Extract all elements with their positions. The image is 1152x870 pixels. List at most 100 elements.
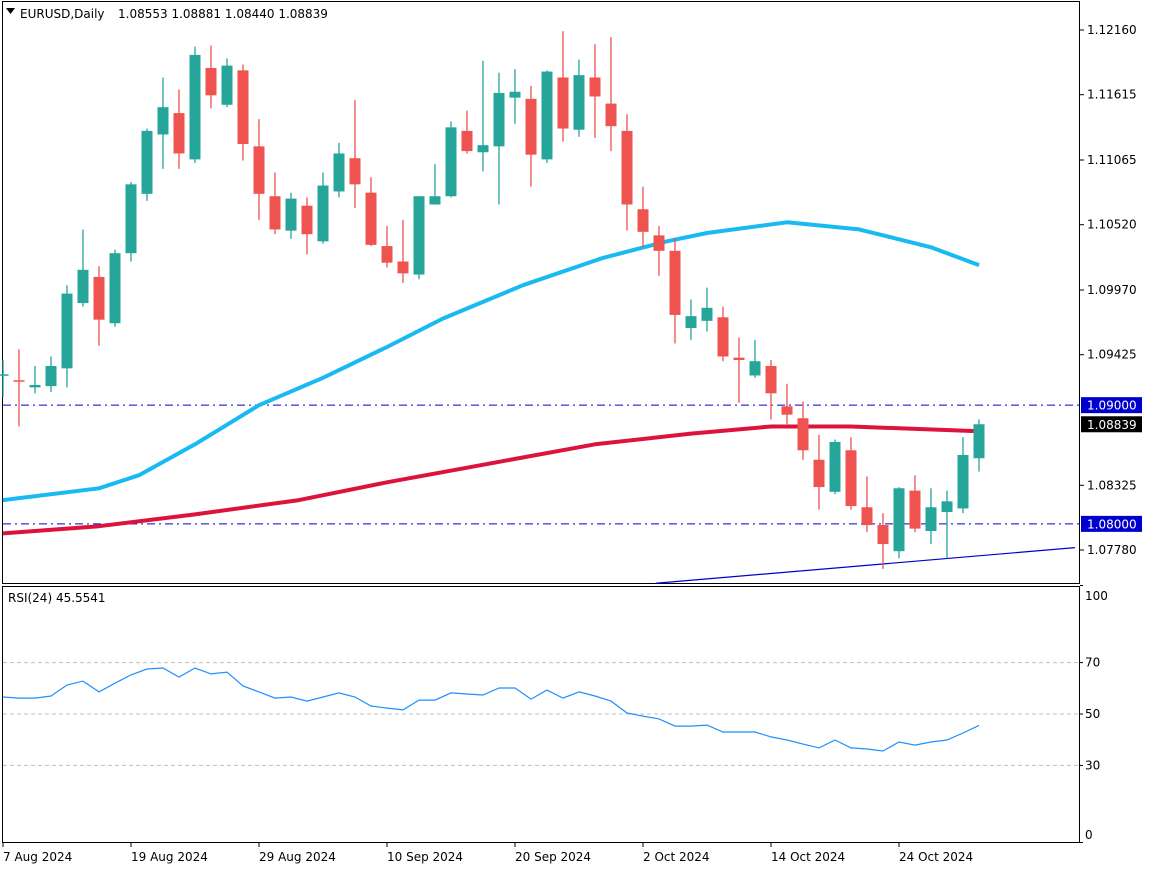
candle-body [797, 418, 809, 451]
bearish-candle[interactable] [589, 44, 601, 139]
bullish-candle[interactable] [189, 46, 201, 163]
candle-body [157, 107, 169, 135]
bullish-candle[interactable] [61, 285, 73, 388]
bullish-candle[interactable] [125, 181, 137, 262]
bullish-candle[interactable] [541, 70, 553, 163]
candle-body [477, 145, 489, 153]
candle-body [957, 455, 969, 509]
candle-body [493, 92, 505, 147]
bearish-candle[interactable] [349, 100, 361, 209]
bearish-candle[interactable] [173, 89, 185, 169]
candle-body [509, 91, 521, 98]
bullish-candle[interactable] [29, 365, 41, 394]
bullish-candle[interactable] [685, 299, 697, 340]
candle-body [317, 185, 329, 242]
bearish-candle[interactable] [765, 360, 777, 420]
bullish-candle[interactable] [957, 437, 969, 514]
bearish-candle[interactable] [637, 186, 649, 248]
bearish-candle[interactable] [205, 45, 217, 109]
bearish-candle[interactable] [301, 197, 313, 255]
bullish-candle[interactable] [317, 172, 329, 244]
candle-body [141, 130, 153, 194]
time-axis[interactable]: 7 Aug 2024 19 Aug 2024 29 Aug 2024 10 Sep 2… [2, 843, 973, 864]
candle-body [253, 146, 265, 194]
candle-body [637, 209, 649, 232]
candle-body [189, 54, 201, 160]
trendline[interactable] [655, 547, 1076, 584]
rsi-plot[interactable] [2, 662, 1080, 766]
bullish-candle[interactable] [77, 229, 89, 307]
candle-body [45, 365, 57, 387]
candle-body [653, 235, 665, 251]
bullish-candle[interactable] [429, 164, 441, 205]
bearish-candle[interactable] [557, 31, 569, 142]
bearish-candle[interactable] [13, 349, 25, 427]
bearish-candle[interactable] [621, 114, 633, 231]
bearish-candle[interactable] [269, 172, 281, 235]
bearish-candle[interactable] [93, 266, 105, 346]
bearish-candle[interactable] [797, 401, 809, 460]
bullish-candle[interactable] [109, 249, 121, 327]
price-tick-label: 1.09425 [1087, 348, 1137, 362]
bearish-candle[interactable] [877, 513, 889, 569]
candle-body [397, 261, 409, 274]
bullish-candle[interactable] [925, 488, 937, 545]
bullish-candle[interactable] [573, 59, 585, 137]
bearish-candle[interactable] [669, 237, 681, 344]
price-tick-label: 1.08325 [1087, 478, 1137, 492]
date-label: 14 Oct 2024 [771, 850, 845, 864]
price-plot[interactable] [0, 31, 1080, 584]
bullish-candle[interactable] [157, 77, 169, 169]
bearish-candle[interactable] [365, 177, 377, 247]
bullish-candle[interactable] [285, 192, 297, 239]
bearish-candle[interactable] [237, 64, 249, 161]
bullish-candle[interactable] [445, 121, 457, 198]
candle-body [61, 293, 73, 369]
symbol-timeframe: EURUSD,Daily [20, 7, 105, 21]
bearish-candle[interactable] [461, 110, 473, 154]
bullish-candle[interactable] [941, 490, 953, 559]
bullish-candle[interactable] [893, 487, 905, 559]
price-axis[interactable]: 1.12160 1.11615 1.11065 1.10520 1.09970 1.094… [1080, 23, 1142, 557]
bullish-candle[interactable] [973, 419, 985, 472]
candle-body [685, 316, 697, 328]
bullish-candle[interactable] [141, 128, 153, 201]
bearish-candle[interactable] [605, 37, 617, 152]
candle-body [13, 380, 25, 382]
bullish-candle[interactable] [221, 58, 233, 108]
moving-average-fast [2, 220, 980, 503]
candle-body [29, 384, 41, 388]
candle-body [829, 441, 841, 492]
bearish-candle[interactable] [909, 475, 921, 533]
bearish-candle[interactable] [845, 437, 857, 510]
bullish-candle[interactable] [413, 196, 425, 280]
bearish-candle[interactable] [717, 306, 729, 362]
candle-body [93, 276, 105, 320]
bullish-candle[interactable] [45, 356, 57, 393]
current-price-label: 1.08839 [1087, 418, 1137, 432]
bearish-candle[interactable] [253, 119, 265, 220]
bullish-candle[interactable] [509, 69, 521, 124]
date-label: 2 Oct 2024 [643, 850, 710, 864]
bearish-candle[interactable] [525, 85, 537, 187]
bearish-candle[interactable] [397, 219, 409, 283]
bullish-candle[interactable] [829, 439, 841, 495]
bullish-candle[interactable] [749, 339, 761, 378]
rsi-line[interactable] [2, 667, 980, 752]
bearish-candle[interactable] [733, 337, 745, 403]
bullish-candle[interactable] [477, 60, 489, 172]
candle-body [669, 250, 681, 315]
bullish-candle[interactable] [333, 142, 345, 198]
date-label: 10 Sep 2024 [387, 850, 463, 864]
bearish-candle[interactable] [781, 383, 793, 426]
bearish-candle[interactable] [813, 434, 825, 510]
bullish-candle[interactable] [701, 287, 713, 332]
bearish-candle[interactable] [381, 225, 393, 268]
bearish-candle[interactable] [653, 225, 665, 276]
bearish-candle[interactable] [861, 476, 873, 533]
bullish-candle[interactable] [0, 360, 9, 397]
bullish-candle[interactable] [493, 72, 505, 205]
triangle-down-icon[interactable] [6, 8, 15, 14]
candle-body [813, 459, 825, 488]
